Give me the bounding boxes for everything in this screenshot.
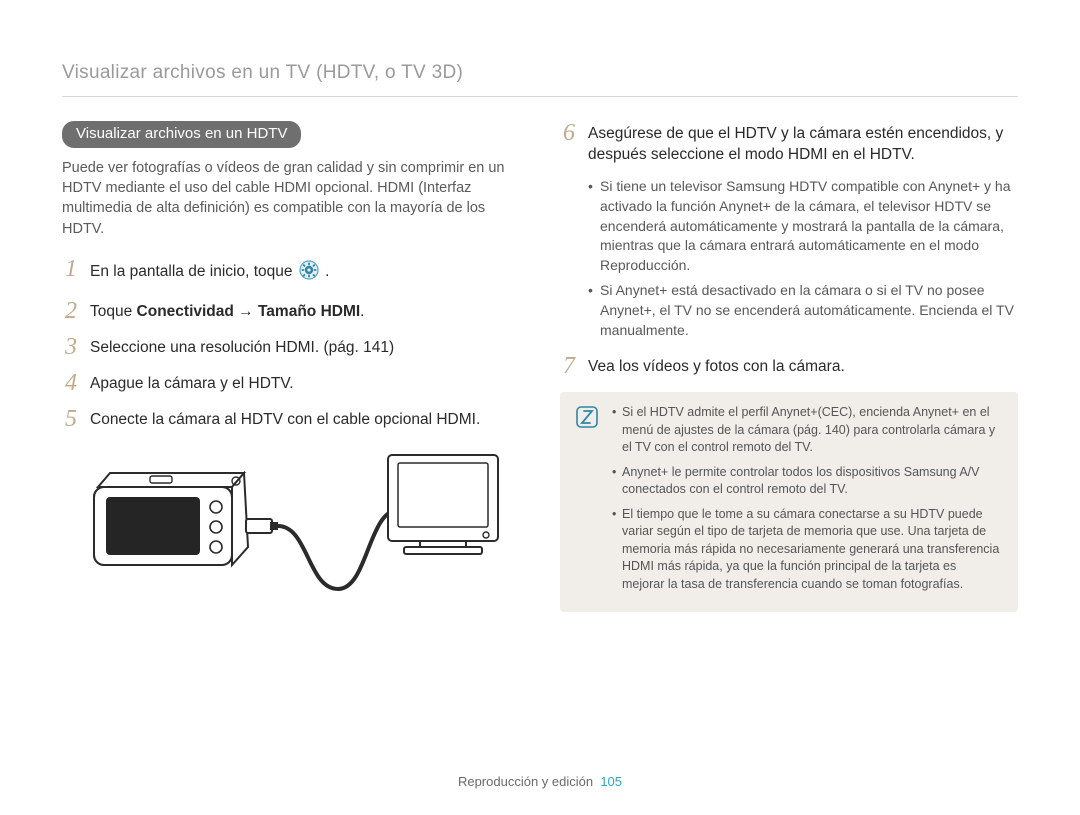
step-2: 2 Toque Conectividad → Tamaño HDMI.: [62, 299, 520, 323]
step-6-bullets: Si tiene un televisor Samsung HDTV compa…: [560, 177, 1018, 340]
manual-page: Visualizar archivos en un TV (HDTV, o TV…: [0, 0, 1080, 815]
steps-left: 1 En la pantalla de inicio, toque: [62, 257, 520, 431]
step-1: 1 En la pantalla de inicio, toque: [62, 257, 520, 287]
step-6: 6 Asegúrese de que el HDTV y la cámara e…: [560, 121, 1018, 166]
header-rule: [62, 96, 1018, 97]
note-list: Si el HDTV admite el perfil Anynet+(CEC)…: [612, 404, 1002, 600]
step-text: Conecte la cámara al HDTV con el cable o…: [90, 407, 480, 431]
connection-diagram: [88, 449, 520, 615]
step-number: 7: [560, 354, 578, 378]
step-text: Apague la cámara y el HDTV.: [90, 371, 294, 395]
footer-section: Reproducción y edición: [458, 774, 593, 789]
content-columns: Visualizar archivos en un HDTV Puede ver…: [62, 121, 1018, 616]
step-text: Asegúrese de que el HDTV y la cámara est…: [588, 121, 1018, 166]
page-number: 105: [600, 774, 622, 789]
step-5: 5 Conecte la cámara al HDTV con el cable…: [62, 407, 520, 431]
step-text: Toque Conectividad → Tamaño HDMI.: [90, 299, 364, 323]
section-pill: Visualizar archivos en un HDTV: [62, 121, 301, 148]
bullet: Si tiene un televisor Samsung HDTV compa…: [588, 177, 1018, 275]
note-item: Anynet+ le permite controlar todos los d…: [612, 464, 1002, 499]
page-footer: Reproducción y edición 105: [0, 773, 1080, 791]
note-box: Si el HDTV admite el perfil Anynet+(CEC)…: [560, 392, 1018, 612]
note-item: El tiempo que le tome a su cámara conect…: [612, 506, 1002, 594]
page-title: Visualizar archivos en un TV (HDTV, o TV…: [62, 60, 1018, 86]
step-text: Seleccione una resolución HDMI. (pág. 14…: [90, 335, 394, 359]
step-3: 3 Seleccione una resolución HDMI. (pág. …: [62, 335, 520, 359]
bullet: Si Anynet+ está desactivado en la cámara…: [588, 281, 1018, 340]
note-info-icon: [576, 406, 598, 600]
note-item: Si el HDTV admite el perfil Anynet+(CEC)…: [612, 404, 1002, 457]
intro-paragraph: Puede ver fotografías o vídeos de gran c…: [62, 158, 520, 239]
settings-gear-icon: [299, 260, 319, 287]
step-text: En la pantalla de inicio, toque: [90, 257, 329, 287]
left-column: Visualizar archivos en un HDTV Puede ver…: [62, 121, 520, 616]
step-number: 3: [62, 335, 80, 359]
step-text: Vea los vídeos y fotos con la cámara.: [588, 354, 845, 378]
step-number: 5: [62, 407, 80, 431]
tv-icon: [388, 455, 498, 554]
step-number: 2: [62, 299, 80, 323]
step-number: 1: [62, 257, 80, 281]
right-column: 6 Asegúrese de que el HDTV y la cámara e…: [560, 121, 1018, 616]
step-4: 4 Apague la cámara y el HDTV.: [62, 371, 520, 395]
steps-right: 6 Asegúrese de que el HDTV y la cámara e…: [560, 121, 1018, 166]
diagram-svg: [88, 449, 508, 609]
step-number: 6: [560, 121, 578, 145]
step-7: 7 Vea los vídeos y fotos con la cámara.: [560, 354, 1018, 378]
camera-icon: [94, 473, 248, 565]
steps-right-cont: 7 Vea los vídeos y fotos con la cámara.: [560, 354, 1018, 378]
step-number: 4: [62, 371, 80, 395]
